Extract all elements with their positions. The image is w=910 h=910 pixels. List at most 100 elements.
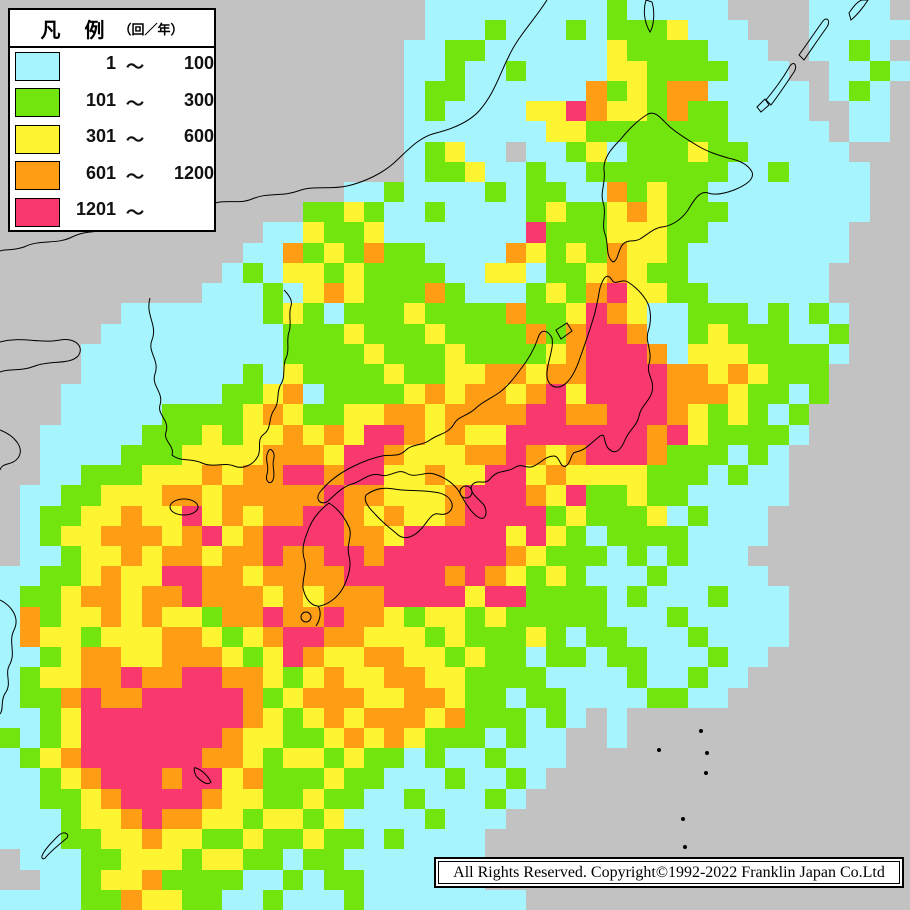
density-cell: [566, 323, 587, 344]
density-cell: [384, 404, 405, 425]
density-cell: [485, 141, 506, 162]
density-cell: [283, 363, 304, 385]
density-cell: [566, 505, 587, 526]
density-cell: [545, 181, 567, 203]
density-cell: [444, 707, 466, 728]
density-cell: [222, 424, 243, 445]
density-cell: [808, 384, 830, 405]
density-cell: [404, 202, 425, 223]
density-cell: [566, 586, 587, 607]
density-cell: [283, 283, 304, 304]
density-cell: [808, 20, 830, 41]
density-cell: [444, 687, 466, 708]
density-cell: [505, 60, 526, 81]
density-cell: [363, 566, 385, 587]
density-cell: [384, 101, 404, 121]
density-cell: [546, 890, 566, 910]
density-cell: [202, 485, 223, 506]
density-cell: [870, 344, 890, 364]
density-cell: [768, 546, 788, 566]
density-cell: [61, 243, 81, 263]
density-cell: [343, 606, 364, 627]
density-cell: [606, 242, 627, 263]
density-cell: [222, 222, 242, 242]
density-cell: [849, 566, 869, 586]
density-cell: [465, 101, 486, 122]
density-cell: [404, 60, 425, 81]
density-cell: [242, 384, 263, 405]
density-cell: [870, 384, 890, 404]
legend-item-1-100: 1 ～ 100: [10, 48, 214, 85]
density-cell: [283, 606, 304, 627]
density-cell: [505, 727, 526, 749]
density-cell: [364, 40, 384, 60]
density-cell: [344, 142, 364, 162]
density-cell: [283, 647, 304, 668]
density-cell: [324, 20, 344, 40]
density-cell: [687, 202, 708, 223]
density-cell: [344, 121, 364, 141]
density-cell: [829, 768, 849, 788]
density-cell: [870, 829, 890, 849]
density-cell: [505, 303, 526, 324]
density-cell: [525, 80, 546, 102]
density-cell: [606, 727, 627, 749]
density-cell: [424, 505, 445, 526]
density-cell: [363, 647, 385, 668]
density-cell: [808, 121, 830, 142]
density-cell: [849, 586, 869, 606]
density-cell: [566, 384, 587, 405]
density-cell: [505, 222, 526, 243]
density-cell: [667, 525, 688, 546]
density-cell: [808, 222, 830, 243]
density-cell: [526, 789, 546, 809]
density-cell: [748, 222, 769, 243]
density-cell: [303, 162, 323, 182]
density-cell: [566, 545, 587, 567]
density-cell: [748, 890, 768, 910]
density-cell: [343, 626, 364, 648]
legend-min: 101: [85, 89, 116, 110]
density-cell: [505, 262, 526, 284]
density-cell: [727, 505, 749, 526]
density-cell: [768, 444, 789, 466]
density-cell: [283, 768, 304, 789]
density-cell: [424, 606, 445, 627]
density-cell: [424, 242, 445, 263]
density-cell: [181, 404, 203, 425]
density-cell: [363, 505, 385, 526]
density-cell: [222, 545, 243, 567]
density-cell: [768, 363, 789, 385]
density-cell: [849, 283, 869, 303]
density-cell: [262, 586, 284, 607]
density-cell: [606, 161, 627, 182]
density-cell: [688, 768, 708, 788]
density-cell: [444, 829, 466, 850]
density-cell: [566, 283, 587, 304]
density-cell: [202, 849, 223, 870]
density-cell: [890, 506, 910, 526]
density-cell: [262, 889, 284, 910]
density-cell: [444, 222, 466, 243]
density-cell: [768, 262, 789, 284]
density-cell: [444, 242, 466, 263]
density-cell: [829, 384, 849, 404]
density-cell: [384, 727, 405, 749]
density-cell: [323, 545, 344, 567]
density-cell: [505, 202, 526, 223]
density-cell: [667, 687, 688, 708]
density-cell: [505, 80, 526, 102]
density-cell: [505, 485, 526, 506]
density-cell: [202, 424, 223, 445]
density-cell: [60, 525, 81, 546]
density-cell: [80, 727, 102, 749]
density-cell: [404, 687, 425, 708]
density-cell: [424, 566, 445, 587]
density-cell: [344, 0, 364, 20]
density-cell: [363, 808, 385, 830]
density-cell: [727, 181, 749, 203]
density-cell: [262, 303, 284, 324]
density-cell: [262, 566, 284, 587]
density-cell: [181, 384, 203, 405]
density-cell: [586, 262, 607, 284]
